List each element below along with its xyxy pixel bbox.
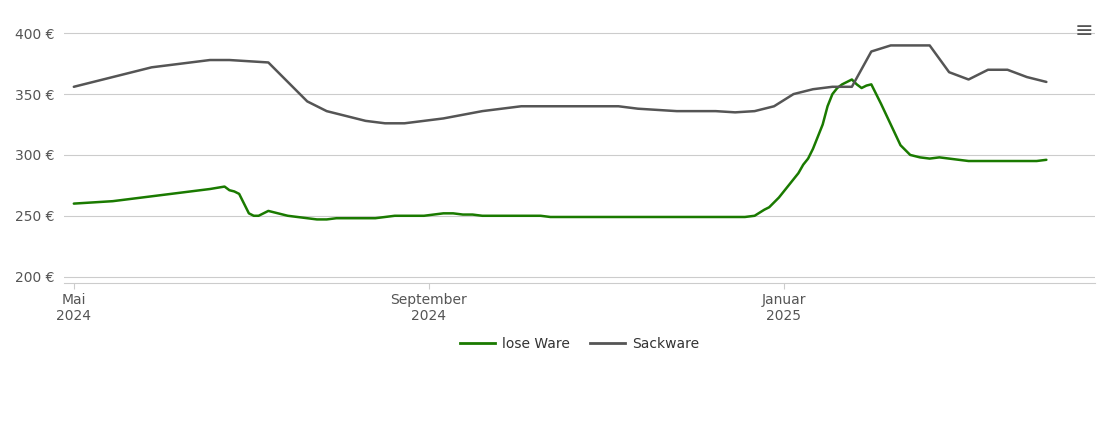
Legend: lose Ware, Sackware: lose Ware, Sackware	[454, 331, 705, 356]
Text: ≡: ≡	[1074, 21, 1093, 41]
